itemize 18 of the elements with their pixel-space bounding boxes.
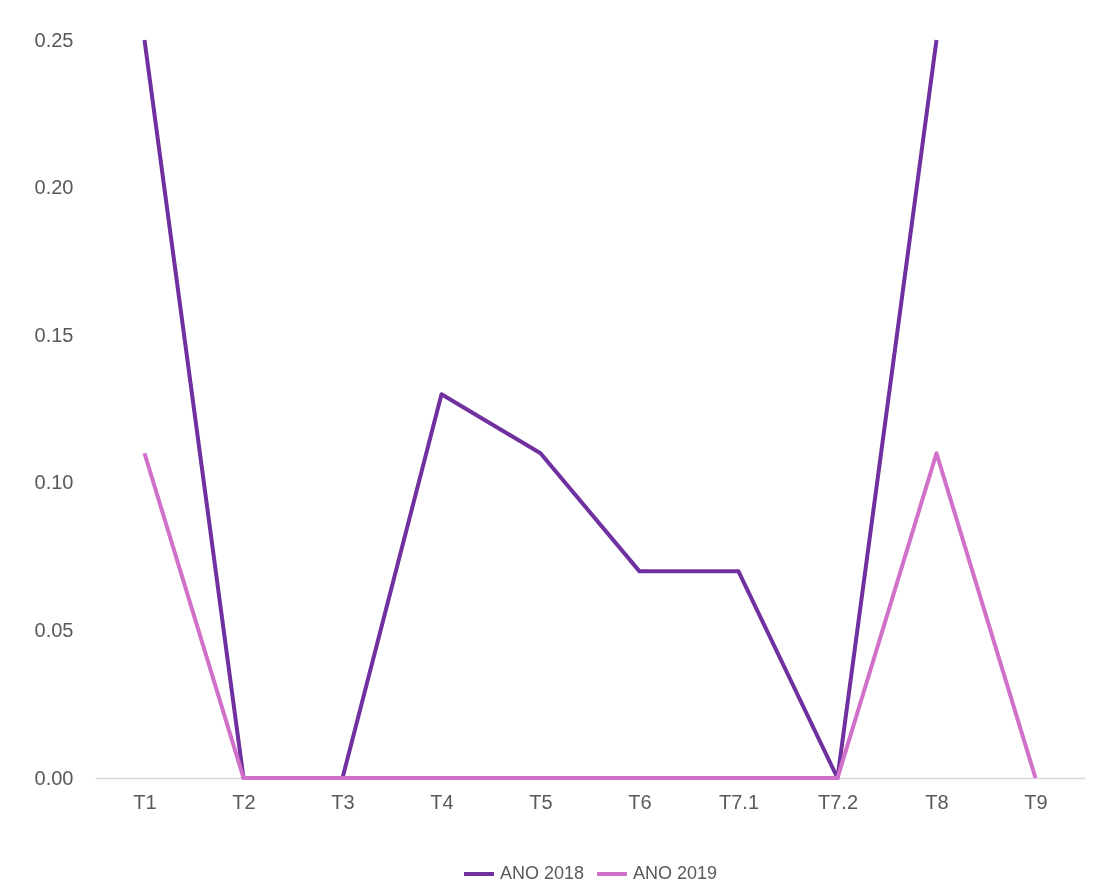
x-tick-label: T2 <box>232 790 256 813</box>
y-tick-label: 0.00 <box>34 766 74 789</box>
x-tick-label: T5 <box>529 790 553 813</box>
x-tick-label: T9 <box>1024 790 1048 813</box>
y-tick-label: 0.25 <box>34 28 74 51</box>
x-tick-label: T4 <box>430 790 454 813</box>
x-tick-label: T7.1 <box>718 790 760 813</box>
legend-label: ANO 2019 <box>633 863 718 883</box>
x-tick-label: T1 <box>133 790 157 813</box>
x-tick-label: T7.2 <box>817 790 859 813</box>
x-tick-label: T6 <box>628 790 652 813</box>
x-tick-label: T3 <box>331 790 355 813</box>
y-tick-label: 0.20 <box>34 176 74 199</box>
y-tick-label: 0.15 <box>34 323 74 346</box>
x-tick-label: T8 <box>925 790 949 813</box>
y-tick-label: 0.10 <box>34 471 74 494</box>
legend-label: ANO 2018 <box>500 863 585 883</box>
y-tick-label: 0.05 <box>34 618 74 641</box>
